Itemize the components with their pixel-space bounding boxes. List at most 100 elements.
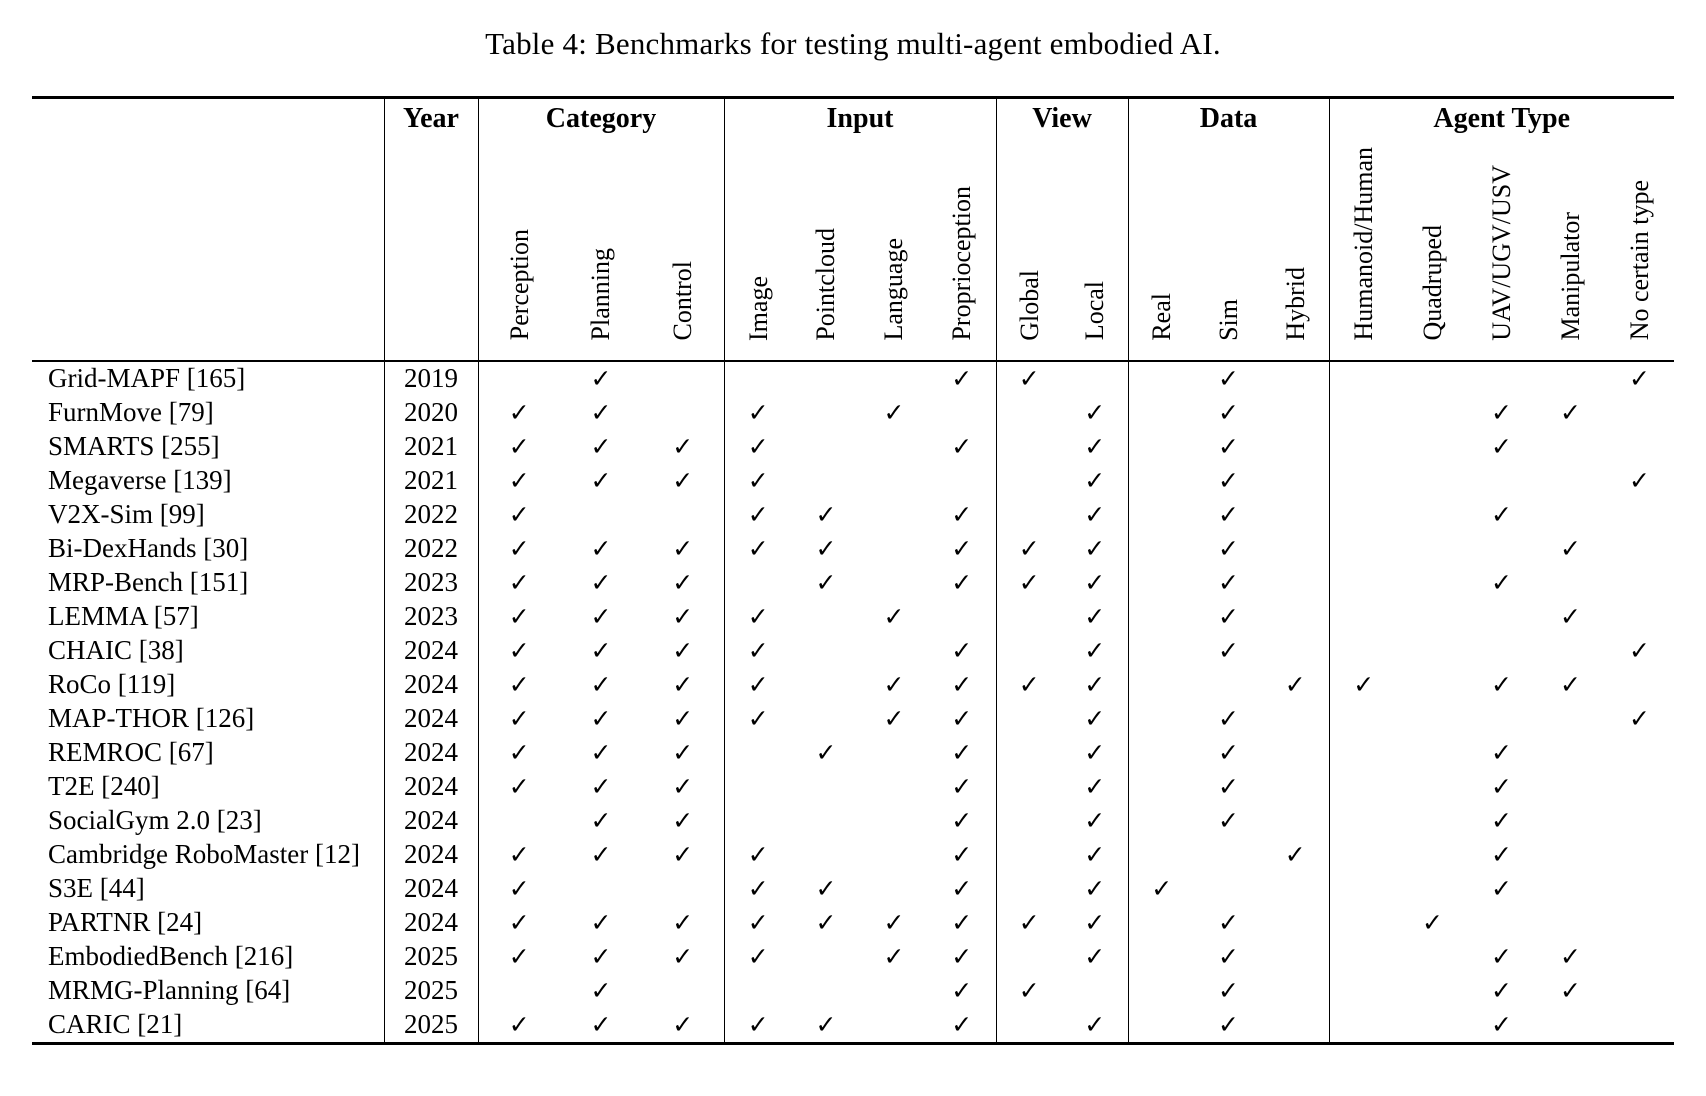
checkmark-icon: ✓ xyxy=(590,977,612,1005)
checkmark-icon: ✓ xyxy=(1218,705,1239,733)
group-header-input: Input xyxy=(724,97,997,147)
checkmark-icon: ✓ xyxy=(590,705,612,733)
empty-cell xyxy=(1128,498,1195,532)
checkmark-icon: ✓ xyxy=(672,773,694,801)
checkmark-icon: ✓ xyxy=(1084,841,1106,869)
column-header-perception: Perception xyxy=(478,147,560,361)
checkmark-icon: ✓ xyxy=(1084,433,1106,461)
check-cell: ✓ xyxy=(560,396,642,430)
check-cell: ✓ xyxy=(560,736,642,770)
empty-cell xyxy=(996,736,1062,770)
checkmark-icon: ✓ xyxy=(672,433,694,461)
empty-cell xyxy=(642,497,725,532)
year-cell: 2024 xyxy=(384,667,479,702)
table-row: RoCo [119] 2024 ✓ ✓ ✓ ✓ ✓ ✓ ✓ ✓ ✓ ✓ ✓ ✓ xyxy=(32,667,1674,702)
check-cell: ✓ xyxy=(928,735,997,770)
check-cell: ✓ xyxy=(478,1008,560,1044)
check-cell: ✓ xyxy=(1062,837,1129,872)
check-cell: ✓ xyxy=(478,906,560,940)
empty-cell xyxy=(1605,804,1674,838)
benchmark-name: CHAIC [38] xyxy=(32,633,385,668)
checkmark-icon: ✓ xyxy=(1084,569,1106,597)
empty-cell xyxy=(1329,804,1398,838)
table-row: REMROC [67] 2024 ✓ ✓ ✓ ✓ ✓ ✓ ✓ ✓ xyxy=(32,735,1674,770)
empty-cell xyxy=(792,940,860,974)
empty-cell xyxy=(1262,939,1330,974)
empty-cell xyxy=(1329,736,1398,770)
check-cell: ✓ xyxy=(1195,396,1262,430)
check-cell: ✓ xyxy=(560,668,642,702)
empty-cell xyxy=(1128,974,1195,1008)
check-cell: ✓ xyxy=(792,736,860,770)
checkmark-icon: ✓ xyxy=(672,705,694,733)
empty-cell xyxy=(724,566,792,600)
empty-cell xyxy=(1605,430,1674,464)
rotated-label: UAV/UGV/USV xyxy=(1486,164,1516,341)
empty-cell xyxy=(724,804,792,838)
empty-cell xyxy=(1398,872,1467,906)
empty-cell xyxy=(1398,974,1467,1008)
empty-cell xyxy=(1398,532,1467,566)
checkmark-icon: ✓ xyxy=(747,671,769,699)
check-cell: ✓ xyxy=(560,464,642,498)
check-cell: ✓ xyxy=(642,769,725,804)
table-row: EmbodiedBench [216] 2025 ✓ ✓ ✓ ✓ ✓ ✓ ✓ ✓ ✓ ✓ xyxy=(32,939,1674,974)
check-cell: ✓ xyxy=(560,532,642,566)
empty-cell xyxy=(1262,1007,1330,1044)
checkmark-icon: ✓ xyxy=(590,739,612,767)
checkmark-icon: ✓ xyxy=(1151,875,1173,903)
year-cell: 2022 xyxy=(384,531,479,566)
checkmark-icon: ✓ xyxy=(508,909,530,937)
table-row: T2E [240] 2024 ✓ ✓ ✓ ✓ ✓ ✓ ✓ xyxy=(32,769,1674,804)
checkmark-icon: ✓ xyxy=(508,569,530,597)
checkmark-icon: ✓ xyxy=(508,943,530,971)
check-cell: ✓ xyxy=(1195,464,1262,498)
empty-cell xyxy=(792,838,860,872)
checkmark-icon: ✓ xyxy=(672,535,694,563)
check-cell: ✓ xyxy=(724,668,792,702)
empty-cell xyxy=(792,974,860,1008)
checkmark-icon: ✓ xyxy=(590,671,612,699)
corner-cell xyxy=(32,97,385,147)
check-cell: ✓ xyxy=(928,565,997,600)
checkmark-icon: ✓ xyxy=(747,705,769,733)
checkmark-icon: ✓ xyxy=(815,1011,837,1039)
check-cell: ✓ xyxy=(1195,430,1262,464)
checkmark-icon: ✓ xyxy=(590,637,612,665)
empty-cell xyxy=(1536,906,1605,940)
check-cell: ✓ xyxy=(478,634,560,668)
checkmark-icon: ✓ xyxy=(1218,739,1239,767)
checkmark-icon: ✓ xyxy=(1491,875,1512,903)
check-cell: ✓ xyxy=(1467,736,1536,770)
checkmark-icon: ✓ xyxy=(1084,637,1106,665)
benchmark-name: V2X-Sim [99] xyxy=(32,497,385,532)
checkmark-icon: ✓ xyxy=(747,603,769,631)
check-cell: ✓ xyxy=(860,600,928,634)
empty-cell xyxy=(1536,634,1605,668)
check-cell: ✓ xyxy=(996,566,1062,600)
group-header-category: Category xyxy=(478,97,725,147)
checkmark-icon: ✓ xyxy=(508,875,530,903)
checkmark-icon: ✓ xyxy=(1084,399,1106,427)
check-cell: ✓ xyxy=(642,565,725,600)
empty-cell xyxy=(642,395,725,430)
empty-cell xyxy=(1128,668,1195,702)
empty-cell xyxy=(860,770,928,804)
check-cell: ✓ xyxy=(478,498,560,532)
empty-cell xyxy=(996,838,1062,872)
empty-cell xyxy=(860,361,928,396)
empty-cell xyxy=(1605,872,1674,906)
checkmark-icon: ✓ xyxy=(508,773,530,801)
empty-cell xyxy=(1262,735,1330,770)
empty-cell xyxy=(1467,600,1536,634)
checkmark-icon: ✓ xyxy=(590,773,612,801)
check-cell: ✓ xyxy=(928,905,997,940)
column-header-humanoid-human: Humanoid/Human xyxy=(1329,147,1398,361)
checkmark-icon: ✓ xyxy=(590,433,612,461)
empty-cell xyxy=(1398,838,1467,872)
empty-cell xyxy=(1329,566,1398,600)
checkmark-icon: ✓ xyxy=(1491,807,1512,835)
check-cell: ✓ xyxy=(642,1007,725,1044)
check-cell: ✓ xyxy=(724,430,792,464)
year-cell: 2024 xyxy=(384,769,479,804)
